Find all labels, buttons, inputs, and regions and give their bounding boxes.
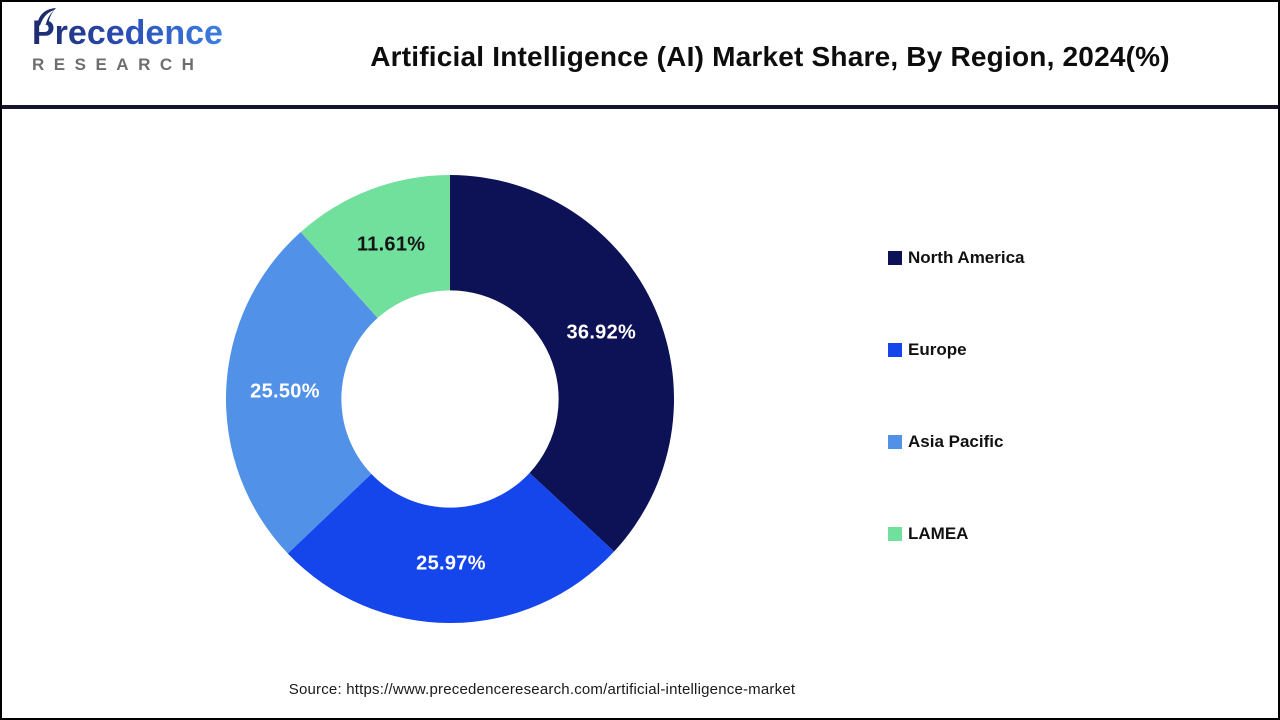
slice-value-label-lamea: 11.61%	[356, 233, 426, 256]
source-attribution: Source: https://www.precedenceresearch.c…	[288, 681, 796, 698]
legend-label: LAMEA	[908, 524, 969, 543]
header: Precedence RESEARCH Artificial Intellige…	[2, 2, 1278, 109]
donut-slice-north-america	[450, 175, 674, 552]
donut-chart-svg	[226, 175, 674, 623]
donut-slice-asia-pacific	[226, 232, 378, 554]
legend-swatch-europe	[888, 343, 902, 357]
logo-leaf-icon	[37, 8, 56, 29]
legend-item-north-america: North America	[888, 246, 1025, 270]
legend-label: Europe	[908, 340, 967, 359]
legend-label: North America	[908, 248, 1025, 267]
legend-item-europe: Europe	[888, 338, 1025, 362]
legend-item-asia-pacific: Asia Pacific	[888, 430, 1025, 454]
donut-chart: 36.92% 25.97% 25.50% 11.61%	[226, 175, 674, 623]
precedence-research-logo: Precedence RESEARCH	[32, 8, 232, 75]
slice-value-label-north-america: 36.92%	[566, 321, 637, 344]
page-title: Artificial Intelligence (AI) Market Shar…	[370, 41, 1170, 72]
legend-item-lamea: LAMEA	[888, 522, 1025, 546]
legend-swatch-asia-pacific	[888, 435, 902, 449]
logo-subtitle: RESEARCH	[32, 55, 204, 75]
slice-value-label-asia-pacific: 25.50%	[250, 380, 320, 403]
donut-slice-lamea	[300, 175, 450, 319]
legend-swatch-north-america	[888, 251, 902, 265]
donut-slice-europe	[287, 472, 615, 623]
legend-label: Asia Pacific	[908, 432, 1004, 451]
legend-swatch-lamea	[888, 527, 902, 541]
logo-wordmark: Precedence	[32, 14, 232, 52]
chart-legend: North America Europe Asia Pacific LAMEA	[888, 246, 1025, 546]
slice-value-label-europe: 25.97%	[416, 552, 486, 575]
